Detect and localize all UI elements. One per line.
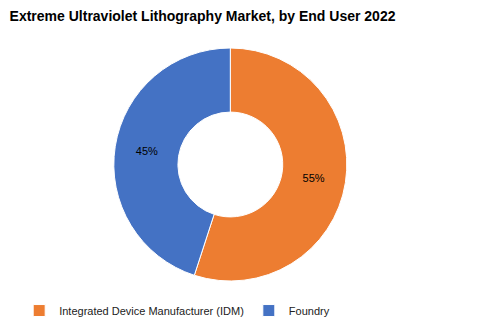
- svg-text:45%: 45%: [136, 145, 158, 157]
- svg-text:Integrated Device Manufacturer: Integrated Device Manufacturer (IDM): [59, 305, 244, 317]
- svg-text:55%: 55%: [303, 172, 325, 184]
- svg-text:Foundry: Foundry: [289, 305, 330, 317]
- svg-text:Extreme Ultraviolet Lithograph: Extreme Ultraviolet Lithography Market, …: [10, 8, 396, 24]
